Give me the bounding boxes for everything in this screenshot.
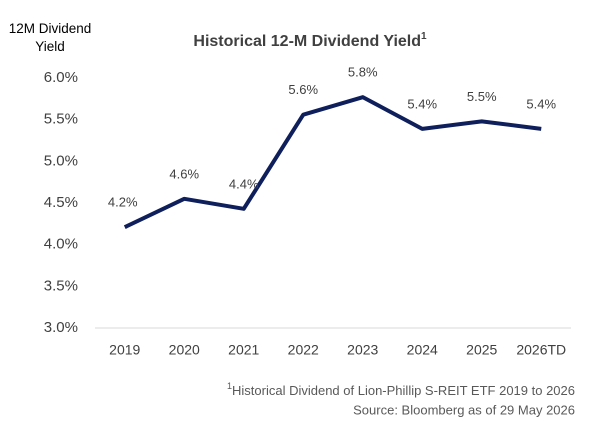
title-note: 1 <box>421 31 427 42</box>
x-tick-label: 2022 <box>288 342 319 358</box>
x-tick-label: 2019 <box>109 342 140 358</box>
data-label: 4.4% <box>229 176 259 191</box>
footnote: 1Historical Dividend of Lion-Phillip S-R… <box>227 381 575 398</box>
x-tick-label: 2026TD <box>516 342 566 358</box>
x-tick-label: 2023 <box>347 342 378 358</box>
y-tick-label: 5.5% <box>44 111 78 128</box>
data-label: 5.8% <box>348 65 378 80</box>
x-tick-label: 2025 <box>466 342 497 358</box>
source: Source: Bloomberg as of 29 May 2026 <box>353 402 575 417</box>
y-tick-label: 3.0% <box>44 319 78 336</box>
chart-title: Historical 12-M Dividend Yield1 <box>193 31 427 51</box>
x-tick-label: 2020 <box>169 342 200 358</box>
data-label: 5.4% <box>526 96 556 111</box>
x-tick-label: 2024 <box>407 342 438 358</box>
footnote-text: Historical Dividend of Lion-Phillip S-RE… <box>232 383 575 398</box>
data-label: 5.5% <box>467 89 497 104</box>
y-tick-label: 4.0% <box>44 236 78 253</box>
y-tick-label: 4.5% <box>44 194 78 211</box>
y-tick-label: 6.0% <box>44 69 78 86</box>
y-tick-label: 3.5% <box>44 277 78 294</box>
y-tick-label: 5.0% <box>44 152 78 169</box>
x-tick-label: 2021 <box>228 342 259 358</box>
data-label: 4.2% <box>108 195 138 210</box>
title-text: Historical 12-M Dividend Yield <box>193 33 421 50</box>
data-label: 5.6% <box>288 82 318 97</box>
data-label: 4.6% <box>169 166 199 181</box>
footnote-marker: 1 <box>227 381 232 391</box>
line <box>123 95 542 229</box>
data-label: 5.4% <box>407 96 437 111</box>
y-axis-label: 12M Dividend Yield <box>8 21 92 54</box>
